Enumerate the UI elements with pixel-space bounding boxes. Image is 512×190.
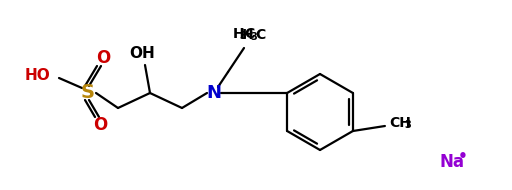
Text: N: N xyxy=(206,84,222,102)
Text: H: H xyxy=(233,27,245,41)
Text: H: H xyxy=(242,28,254,42)
Text: O: O xyxy=(93,116,107,134)
Text: •: • xyxy=(458,150,468,165)
Text: OH: OH xyxy=(129,45,155,60)
Text: 3: 3 xyxy=(404,120,411,130)
Text: S: S xyxy=(81,83,95,102)
Text: O: O xyxy=(96,49,110,67)
Text: 3: 3 xyxy=(251,32,258,42)
Text: HO: HO xyxy=(25,67,51,82)
Text: CH: CH xyxy=(389,116,411,130)
Text: C: C xyxy=(255,28,265,42)
Text: 3: 3 xyxy=(240,31,246,41)
Text: C: C xyxy=(244,27,254,41)
Text: Na: Na xyxy=(439,153,464,171)
